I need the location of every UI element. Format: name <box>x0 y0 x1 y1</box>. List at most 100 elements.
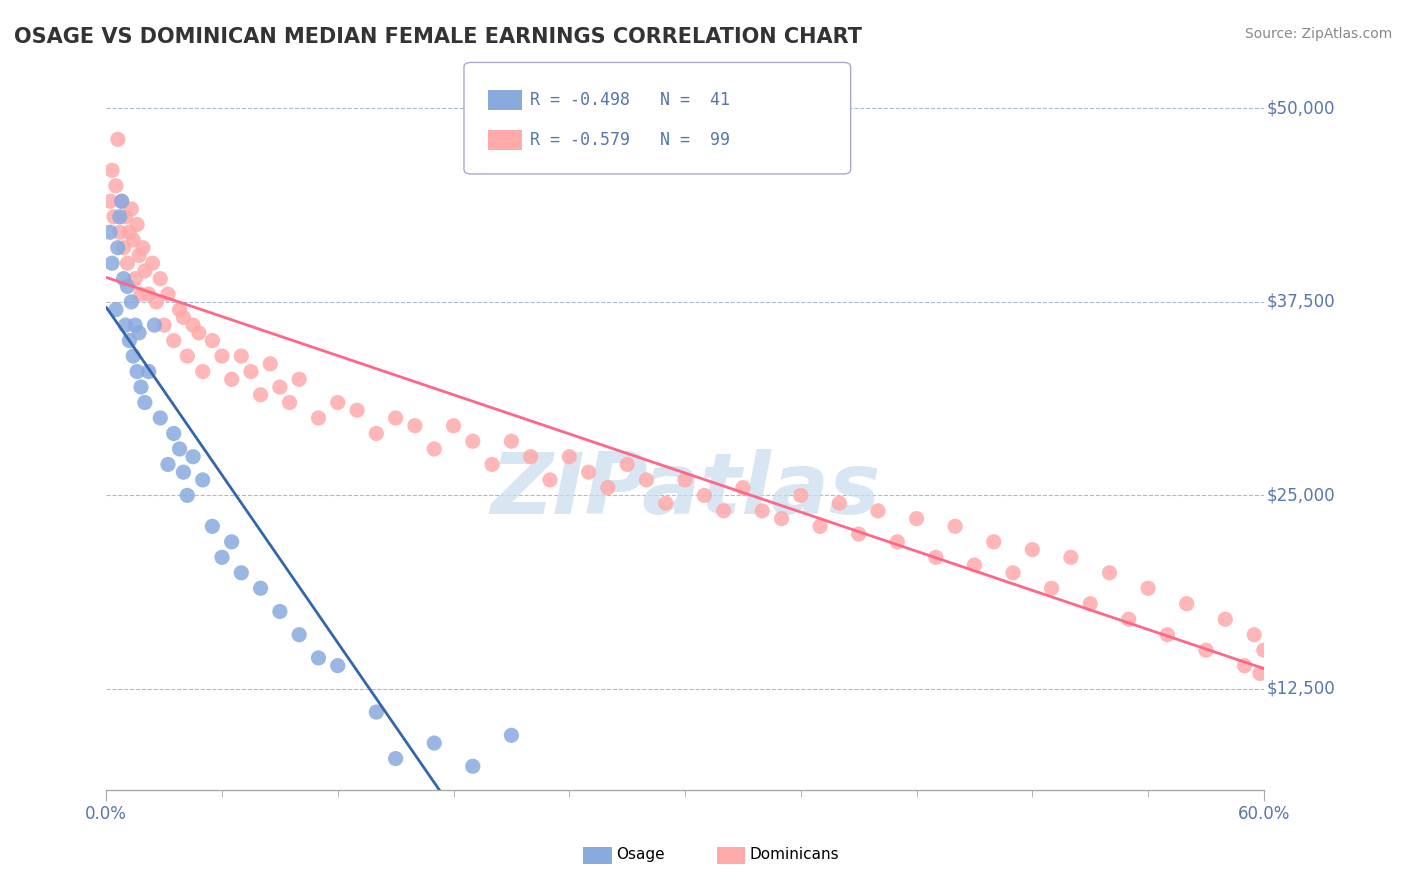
Point <box>239 365 262 379</box>
Point <box>308 651 330 665</box>
Point <box>866 504 889 518</box>
Point <box>1060 550 1083 565</box>
Point <box>169 442 191 456</box>
Point <box>886 534 908 549</box>
Point <box>1021 542 1043 557</box>
Point <box>129 287 152 301</box>
Point <box>673 473 696 487</box>
Point <box>983 534 1005 549</box>
Point <box>713 504 735 518</box>
Point <box>693 488 716 502</box>
Point <box>145 294 167 309</box>
Point <box>443 418 465 433</box>
Point <box>134 395 156 409</box>
Point <box>288 372 311 386</box>
Point <box>848 527 870 541</box>
Point <box>221 534 243 549</box>
Point <box>231 566 253 580</box>
Point <box>163 334 186 348</box>
Point <box>112 241 135 255</box>
Point <box>1195 643 1218 657</box>
Point <box>1243 628 1265 642</box>
Point <box>963 558 986 572</box>
Point <box>120 294 142 309</box>
Point <box>558 450 581 464</box>
Point <box>1175 597 1198 611</box>
Point <box>770 511 793 525</box>
Point <box>163 426 186 441</box>
Point <box>461 759 484 773</box>
Point <box>269 605 291 619</box>
Point <box>1233 658 1256 673</box>
Point <box>905 511 928 525</box>
Point <box>249 388 271 402</box>
Point <box>346 403 368 417</box>
Point <box>129 380 152 394</box>
Point <box>156 458 179 472</box>
Point <box>1275 690 1298 704</box>
Text: R = -0.579   N =  99: R = -0.579 N = 99 <box>530 131 730 149</box>
Point <box>104 302 127 317</box>
Point <box>172 310 194 325</box>
Text: $50,000: $50,000 <box>1267 99 1334 118</box>
Point <box>1268 658 1291 673</box>
Point <box>124 271 146 285</box>
Point <box>221 372 243 386</box>
Point <box>231 349 253 363</box>
Point <box>114 210 136 224</box>
Point <box>925 550 948 565</box>
Point <box>138 365 160 379</box>
Point <box>176 488 198 502</box>
Point <box>127 365 149 379</box>
Point <box>616 458 638 472</box>
Text: $12,500: $12,500 <box>1267 680 1334 698</box>
Point <box>143 318 166 332</box>
Point <box>98 225 121 239</box>
Point <box>114 318 136 332</box>
Point <box>1137 581 1160 595</box>
Point <box>201 334 224 348</box>
Point <box>120 202 142 216</box>
Point <box>828 496 851 510</box>
Point <box>181 450 204 464</box>
Point <box>501 728 523 742</box>
Point <box>132 241 155 255</box>
Point <box>101 256 124 270</box>
Point <box>288 628 311 642</box>
Point <box>128 326 150 340</box>
Point <box>654 496 676 510</box>
Point <box>176 349 198 363</box>
Point <box>1253 643 1275 657</box>
Point <box>156 287 179 301</box>
Point <box>1078 597 1101 611</box>
Point <box>808 519 831 533</box>
Point <box>191 365 214 379</box>
Point <box>117 256 139 270</box>
Point <box>118 334 141 348</box>
Point <box>1281 698 1303 712</box>
Point <box>943 519 966 533</box>
Point <box>191 473 214 487</box>
Point <box>149 271 172 285</box>
Text: R = -0.498   N =  41: R = -0.498 N = 41 <box>530 91 730 109</box>
Point <box>308 411 330 425</box>
Point <box>501 434 523 449</box>
Point <box>578 465 600 479</box>
Point <box>259 357 281 371</box>
Point <box>384 751 406 765</box>
Point <box>481 458 503 472</box>
Point <box>153 318 176 332</box>
Point <box>1272 674 1295 689</box>
Point <box>128 248 150 262</box>
Point <box>278 395 301 409</box>
Point <box>1156 628 1178 642</box>
Point <box>108 225 131 239</box>
Text: ZIPatlas: ZIPatlas <box>489 449 880 532</box>
Point <box>108 210 131 224</box>
Point <box>211 349 233 363</box>
Point <box>1213 612 1236 626</box>
Point <box>1118 612 1140 626</box>
Point <box>519 450 541 464</box>
Point <box>596 481 619 495</box>
Point <box>461 434 484 449</box>
